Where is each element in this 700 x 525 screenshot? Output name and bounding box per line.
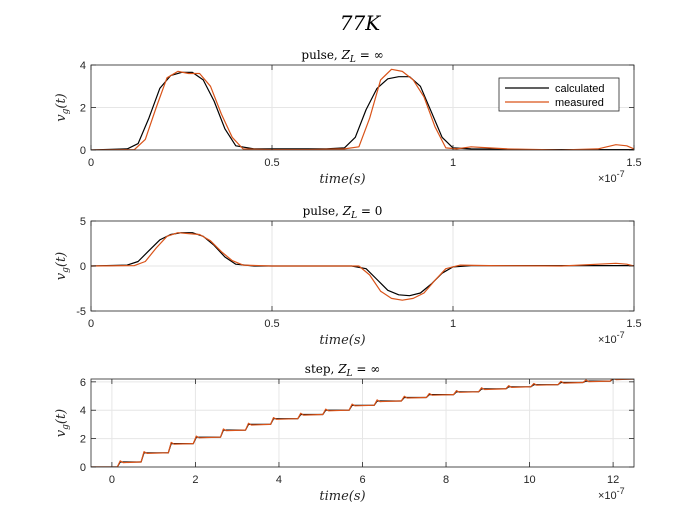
x-axis-label: time(s) xyxy=(319,489,365,504)
y-axis-label-sub: g xyxy=(61,108,71,114)
figure-title: 77K xyxy=(340,11,381,35)
series-line-measured xyxy=(91,379,634,467)
legend-box xyxy=(498,77,620,112)
x-tick-label: 12 xyxy=(607,474,619,486)
x-tick-label: 0 xyxy=(109,474,115,486)
y-axis-label-sub: g xyxy=(61,424,71,430)
x-exponent-label: ×10-7 xyxy=(598,169,625,185)
y-axis-label-tail: (t) xyxy=(54,409,69,424)
y-axis-label-tail: (t) xyxy=(54,93,69,108)
panel-title-text: step, xyxy=(305,362,338,376)
y-axis-label: vg(t) xyxy=(54,409,71,438)
panel-title-symbol: Z xyxy=(337,362,347,376)
y-tick-label: 0 xyxy=(80,145,86,157)
y-tick-label: 0 xyxy=(80,261,86,273)
x-exponent-base: ×10 xyxy=(598,173,617,185)
y-tick-label: 4 xyxy=(80,60,86,72)
x-axis-label: time(s) xyxy=(319,333,365,348)
panel-title-subscript: L xyxy=(350,211,357,221)
panel-title-relation: = ∞ xyxy=(356,48,384,62)
x-tick-label: 10 xyxy=(523,474,535,486)
x-tick-label: 1 xyxy=(450,157,456,169)
legend-label-calculated: calculated xyxy=(555,83,605,95)
x-tick-label: 2 xyxy=(192,474,198,486)
panel-title-subscript: L xyxy=(349,55,356,65)
x-tick-label: 1.5 xyxy=(626,318,641,330)
panel-title-symbol: Z xyxy=(342,204,352,218)
x-tick-label: 6 xyxy=(359,474,365,486)
x-exponent-base: ×10 xyxy=(598,490,617,502)
panel-title-symbol: Z xyxy=(341,48,351,62)
y-tick-label: 6 xyxy=(80,377,86,389)
x-axis-label: time(s) xyxy=(319,172,365,187)
panel-3: 0 2 4 6 8 10 12 0 2 4 6 step, ZL = ∞ time(s) ×10-7 vg(… xyxy=(54,362,635,504)
x-exponent-power: -7 xyxy=(617,169,625,179)
y-axis-label-main: v xyxy=(54,114,69,122)
x-exponent-power: -7 xyxy=(617,330,625,340)
panel-title-relation: = ∞ xyxy=(353,362,381,376)
legend-label-measured: measured xyxy=(555,97,604,109)
panel-title: pulse, ZL = 0 xyxy=(303,204,383,221)
panel-title-text: pulse, xyxy=(303,204,343,218)
panel-title-subscript: L xyxy=(346,369,353,379)
y-tick-label: -5 xyxy=(76,306,86,318)
panel-title-text: pulse, xyxy=(301,48,341,62)
x-tick-label: 0.5 xyxy=(264,157,279,169)
x-tick-label: 0 xyxy=(88,157,94,169)
x-exponent-label: ×10-7 xyxy=(598,486,625,502)
panel-title: step, ZL = ∞ xyxy=(305,362,380,379)
x-tick-label: 1 xyxy=(450,318,456,330)
y-axis-label-tail: (t) xyxy=(54,252,69,267)
y-tick-label: 2 xyxy=(80,434,86,446)
x-tick-label: 8 xyxy=(443,474,449,486)
x-tick-label: 0 xyxy=(88,318,94,330)
legend: calculated measured xyxy=(498,77,620,112)
series-line-measured xyxy=(91,232,634,301)
x-tick-label: 4 xyxy=(276,474,282,486)
panel-1: 0 0.5 1 1.5 0 2 4 pulse, ZL = ∞ time(s) ×10-7 vg(t… xyxy=(54,48,642,187)
y-axis-label: vg(t) xyxy=(54,93,71,122)
y-axis-label-main: v xyxy=(54,429,69,437)
x-exponent-power: -7 xyxy=(617,486,625,496)
y-tick-label: 0 xyxy=(80,462,86,474)
x-exponent-base: ×10 xyxy=(598,334,617,346)
x-tick-label: 1.5 xyxy=(626,157,641,169)
y-axis-label-sub: g xyxy=(61,267,71,273)
y-tick-label: 2 xyxy=(80,103,86,115)
series-line-measured xyxy=(91,68,634,150)
x-tick-label: 0.5 xyxy=(264,318,279,330)
x-exponent-label: ×10-7 xyxy=(598,330,625,346)
panel-title: pulse, ZL = ∞ xyxy=(301,48,383,65)
y-tick-label: 5 xyxy=(80,216,86,228)
panel-title-relation: = 0 xyxy=(357,204,382,218)
y-axis-label-main: v xyxy=(54,272,69,280)
y-tick-label: 4 xyxy=(80,405,86,417)
y-axis-label: vg(t) xyxy=(54,252,71,281)
